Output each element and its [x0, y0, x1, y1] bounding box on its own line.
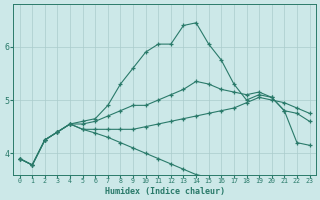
X-axis label: Humidex (Indice chaleur): Humidex (Indice chaleur) — [105, 187, 225, 196]
